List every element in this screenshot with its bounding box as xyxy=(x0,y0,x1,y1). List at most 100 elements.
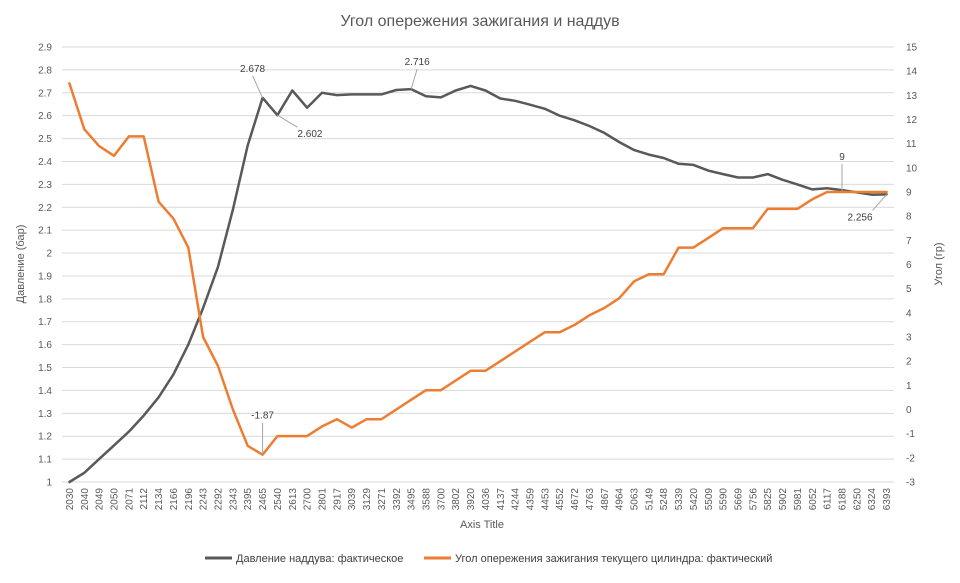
right-tick-label: -1 xyxy=(906,429,915,440)
data-label: 2.678 xyxy=(240,64,265,75)
right-tick-label: -3 xyxy=(906,478,915,489)
x-tick-label: 2465 xyxy=(258,488,269,511)
right-tick-label: 15 xyxy=(906,43,918,54)
right-tick-label: -2 xyxy=(906,453,915,464)
legend-label-angle: Угол опережения зажигания текущего цилин… xyxy=(455,553,772,565)
x-tick-label: 3392 xyxy=(392,488,403,511)
x-tick-label: 2049 xyxy=(95,488,106,511)
x-tick-label: 3802 xyxy=(451,488,462,511)
left-tick-label: 1.1 xyxy=(38,455,52,466)
x-tick-label: 2917 xyxy=(332,488,343,511)
x-tick-label: 3039 xyxy=(347,488,358,511)
x-tick-label: 2700 xyxy=(303,488,314,511)
x-tick-label: 3920 xyxy=(466,488,477,511)
x-tick-label: 3271 xyxy=(377,488,388,511)
left-tick-label: 2.1 xyxy=(38,226,52,237)
x-tick-label: 2801 xyxy=(318,488,329,511)
right-tick-label: 6 xyxy=(906,260,912,271)
x-tick-label: 4867 xyxy=(600,488,611,511)
x-tick-label: 5063 xyxy=(630,488,641,511)
grid-lines xyxy=(62,46,894,483)
x-tick-label: 5825 xyxy=(763,488,774,511)
x-tick-label: 5420 xyxy=(689,488,700,511)
right-tick-label: 2 xyxy=(906,357,912,368)
series-line-1 xyxy=(68,82,888,456)
x-tick-label: 5339 xyxy=(674,488,685,511)
x-tick-label: 4763 xyxy=(585,488,596,511)
left-tick-label: 1.4 xyxy=(38,386,52,397)
left-tick-label: 1.5 xyxy=(38,363,52,374)
x-tick-label: 2540 xyxy=(273,488,284,511)
data-label: 9 xyxy=(839,152,845,163)
x-axis-ticks: 2030 2040 2049 2050 2071 2112 2134 2166 2196 2243… xyxy=(65,488,893,511)
right-tick-label: 10 xyxy=(906,163,918,174)
x-tick-label: 4036 xyxy=(481,488,492,511)
x-tick-label: 4137 xyxy=(496,488,507,511)
x-tick-label: 2040 xyxy=(80,488,91,511)
x-tick-label: 2050 xyxy=(110,488,121,511)
left-tick-label: 1.6 xyxy=(38,340,52,351)
x-tick-label: 3495 xyxy=(407,488,418,511)
x-tick-label: 2343 xyxy=(228,488,239,511)
right-tick-label: 7 xyxy=(906,236,912,247)
x-tick-label: 2112 xyxy=(139,488,150,510)
y-axis-title-left: Давление (бар) xyxy=(15,225,27,304)
x-tick-label: 5149 xyxy=(644,488,655,511)
left-tick-label: 1 xyxy=(46,478,52,489)
left-axis-ticks: 1 1.1 1.2 1.3 1.4 1.5 1.6 1.7 1.8 1.9 2 2.1 2.2 2.3 2.… xyxy=(38,43,52,489)
x-tick-label: 4964 xyxy=(615,488,626,511)
x-tick-label: 4552 xyxy=(555,488,566,511)
data-label: -1.87 xyxy=(251,411,274,422)
x-tick-label: 6052 xyxy=(808,488,819,511)
x-tick-label: 2613 xyxy=(288,488,299,511)
x-tick-label: 4672 xyxy=(570,488,581,511)
right-tick-label: 3 xyxy=(906,333,912,344)
x-tick-label: 3700 xyxy=(436,488,447,511)
right-tick-label: 0 xyxy=(906,405,912,416)
x-tick-label: 2030 xyxy=(65,488,76,511)
left-tick-label: 2 xyxy=(46,249,52,260)
x-tick-label: 5902 xyxy=(778,488,789,511)
x-tick-label: 2292 xyxy=(214,488,225,511)
left-tick-label: 2.5 xyxy=(38,134,52,145)
left-tick-label: 1.8 xyxy=(38,294,52,305)
x-tick-label: 3588 xyxy=(422,488,433,511)
right-tick-label: 14 xyxy=(906,67,918,78)
right-tick-label: 12 xyxy=(906,115,918,126)
x-tick-label: 4244 xyxy=(511,488,522,511)
right-tick-label: 5 xyxy=(906,284,912,295)
x-tick-label: 4453 xyxy=(540,488,551,511)
x-tick-label: 5509 xyxy=(704,488,715,511)
x-tick-label: 5669 xyxy=(734,488,745,511)
x-tick-label: 2243 xyxy=(199,488,210,511)
data-label: 2.256 xyxy=(848,212,873,223)
data-label: 2.602 xyxy=(297,129,322,140)
x-tick-label: 5981 xyxy=(793,488,804,511)
x-tick-label: 6250 xyxy=(852,488,863,511)
left-tick-label: 2.8 xyxy=(38,65,52,76)
right-tick-label: 4 xyxy=(906,308,912,319)
left-tick-label: 2.2 xyxy=(38,203,52,214)
x-tick-label: 3129 xyxy=(362,488,373,511)
left-tick-label: 2.3 xyxy=(38,180,52,191)
x-tick-label: 4359 xyxy=(526,488,537,511)
x-axis-title: Axis Title xyxy=(460,519,504,531)
left-tick-label: 1.9 xyxy=(38,271,52,282)
data-label: 2.716 xyxy=(405,57,430,68)
data-label-leader xyxy=(252,75,264,99)
x-tick-label: 6324 xyxy=(867,488,878,511)
data-label-leader xyxy=(872,194,887,211)
x-tick-label: 6393 xyxy=(882,488,893,511)
left-tick-label: 1.3 xyxy=(38,409,52,420)
data-label-leader xyxy=(410,68,418,90)
x-tick-label: 5590 xyxy=(719,488,730,511)
x-tick-label: 2166 xyxy=(169,488,180,511)
legend-label-pressure: Давление наддува: фактическое xyxy=(236,553,403,565)
right-tick-label: 1 xyxy=(906,381,912,392)
left-tick-label: 2.9 xyxy=(38,43,52,54)
left-tick-label: 1.7 xyxy=(38,317,52,328)
x-tick-label: 5756 xyxy=(748,488,759,511)
legend: Давление наддува: фактическое Угол опере… xyxy=(205,553,772,565)
